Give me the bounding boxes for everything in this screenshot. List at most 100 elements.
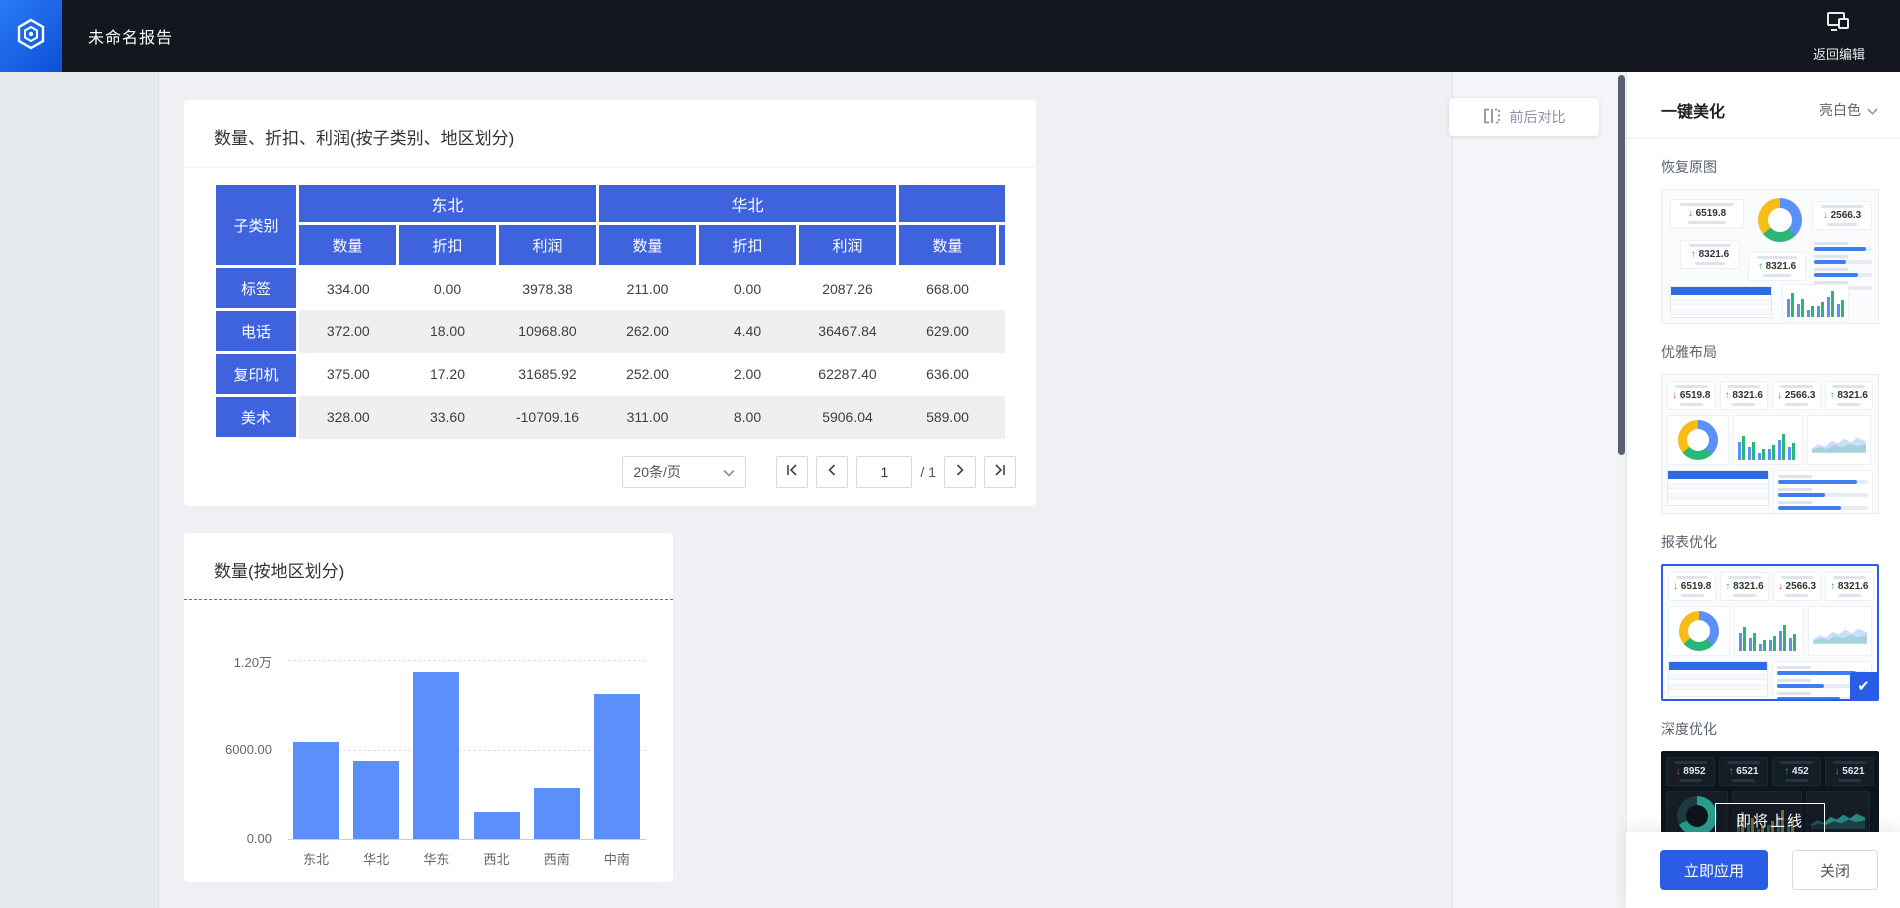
table-row: 标签 334.00 0.00 3978.38 211.00 0.00 2087.26 668.… [213,265,1006,311]
bar[interactable] [473,812,520,839]
table-cell: 5906.04 [797,395,898,439]
measure-header-cell [996,222,1005,268]
row-label-cell: 美术 [213,394,299,440]
first-page-button[interactable] [776,456,809,488]
table-mini-chart [1668,661,1768,697]
topbar: 未命名报告 返回编辑 [0,0,1900,72]
section-label-report: 报表优化 [1661,534,1717,550]
x-axis-tick-label: 华北 [363,852,390,867]
chevron-right-icon [953,463,967,482]
table-cell: 334.00 [326,280,370,297]
selected-dashed-divider [184,599,673,600]
table-row: 美术 328.00 33.60 -10709.16 311.00 8.00 5906.04 5… [213,394,1005,440]
table-widget-card[interactable]: 数量、折扣、利润(按子类别、地区划分) 子类别 东北 华北 数量 折扣 利润 数量 折扣 利润数… [184,100,1036,506]
gridline [288,749,646,751]
table-cell [997,309,1005,353]
table-cell: 311.00 [597,395,698,439]
region-group-header: 华北 [596,182,899,225]
corner-header-cell: 子类别 [213,182,299,268]
measure-header-cell: 折扣 [696,222,799,268]
prev-page-button[interactable] [816,456,849,488]
kpi-mini-card: ↑ 8321.6 [1825,572,1874,601]
table-cell: 372.00 [297,309,398,353]
kpi-mini-card: ↑ 8321.6 [1680,240,1740,269]
area-mini-chart [1813,628,1867,644]
measure-header-cell: 数量 [596,222,699,268]
divider [184,167,1036,168]
thumbnail-elegant[interactable]: ↓ 6519.8 ↑ 8321.6 ↓ 2566.3 ↑ 8321.6 [1661,374,1879,514]
column-mini-chart [1739,617,1796,651]
bar[interactable] [413,672,460,839]
kpi-mini-card: ↑ 8321.6 [1720,572,1769,601]
theme-select-value: 亮白色 [1819,102,1861,118]
apply-now-button[interactable]: 立即应用 [1660,850,1768,890]
table-mini-chart [1670,286,1772,318]
beautify-section-report: 报表优化 ↓ 6519.8 ↑ 8321.6 ↓ 2566.3 ↑ 8321.6 [1661,532,1879,701]
table-cell: 36467.84 [797,309,898,353]
thumbnail-restore[interactable]: ↓ 6519.8 ↓ 2566.3 ↑ 8321.6 ↑ 8321.6 [1661,189,1879,324]
page-size-select[interactable]: 20条/页 [622,456,747,488]
kpi-mini-card: ↓ 5621 [1825,757,1874,786]
table-cell: 252.00 [626,366,669,382]
compare-label: 前后对比 [1509,109,1566,125]
kpi-mini-card: ↓ 6519.8 [1668,572,1717,601]
scrollbar-thumb[interactable] [1618,75,1625,455]
bar[interactable] [293,742,339,839]
region-group-header: 东北 [296,182,599,225]
panel-footer: 立即应用 关闭 [1626,832,1900,908]
table-cell: 328.00 [297,395,398,439]
back-to-edit-button[interactable]: 返回编辑 [1796,10,1882,63]
section-label-restore: 恢复原图 [1661,159,1717,175]
page-number-input[interactable] [856,456,913,488]
column-mini-chart [1738,426,1795,460]
canvas-gutter [1452,72,1617,908]
last-page-icon [993,463,1007,482]
vertical-scrollbar[interactable] [1617,72,1626,908]
hbar-mini-chart [1814,242,1872,290]
beautify-section-elegant: 优雅布局 ↓ 6519.8 ↑ 8321.6 ↓ 2566.3 ↑ 8321.6 [1661,342,1879,514]
bar[interactable] [353,761,400,839]
table-mini-chart [1667,470,1769,506]
next-page-button[interactable] [944,456,976,488]
measure-header-cell: 利润 [796,222,899,268]
hexagon-logo-icon [14,17,48,56]
pivot-table: 子类别 东北 华北 数量 折扣 利润 数量 折扣 利润 数量 标签 334.00 0.00 3978.38… [213,182,1005,452]
kpi-mini-card: ↑ 8321.6 [1824,381,1873,410]
bar-chart-card[interactable]: 数量(按地区划分) 0.00 6000.00 1.20万 东北 华北 华东 西北 西南 中南 [184,533,673,882]
table-cell: -10709.16 [497,395,598,439]
bar-chart-title: 数量(按地区划分) [214,562,345,581]
chevron-left-icon [825,463,839,482]
table-row: 电话 372.00 18.00 10968.80 262.00 4.40 36467.84 6… [213,308,1005,354]
table-cell: 211.00 [626,280,669,297]
bar[interactable] [533,788,580,839]
table-cell: 3978.38 [522,280,573,297]
table-widget-title: 数量、折扣、利润(按子类别、地区划分) [214,129,515,148]
theme-select[interactable]: 亮白色 [1819,100,1878,120]
beautify-section-restore: 恢复原图 ↓ 6519.8 ↓ 2566.3 ↑ 8321.6 ↑ 8321.6 [1661,157,1879,324]
last-page-button[interactable] [984,456,1016,488]
kpi-mini-card: ↓ 2566.3 [1812,201,1872,230]
table-cell: 31685.92 [518,366,577,382]
close-button[interactable]: 关闭 [1792,850,1878,890]
thumbnail-report[interactable]: ↓ 6519.8 ↑ 8321.6 ↓ 2566.3 ↑ 8321.6 [1661,564,1879,701]
kpi-mini-card: ↑ 6521 [1719,757,1768,786]
column-mini-chart [1787,289,1844,317]
table-cell: 2087.26 [822,280,873,297]
x-axis-line [288,839,646,840]
table-cell: 2.00 [733,366,762,382]
kpi-mini-card: ↑ 452 [1772,757,1821,786]
table-cell: 629.00 [897,309,998,353]
before-after-compare-button[interactable]: 前后对比 [1449,98,1599,136]
bar[interactable] [593,694,640,839]
row-label-cell: 标签 [213,265,299,311]
y-axis-tick-label: 0.00 [246,831,272,846]
kpi-mini-card: ↓ 6519.8 [1670,199,1744,228]
kpi-mini-card: ↓ 6519.8 [1667,381,1716,410]
app-logo[interactable] [0,0,62,72]
x-axis-labels: 东北 华北 华东 西北 西南 中南 [290,849,643,868]
measure-header-cell: 数量 [896,222,999,268]
compare-split-icon [1483,108,1501,127]
kpi-mini-card: ↓ 2566.3 [1772,572,1822,601]
area-mini-chart [1812,437,1866,453]
table-cell: 636.00 [926,366,969,382]
